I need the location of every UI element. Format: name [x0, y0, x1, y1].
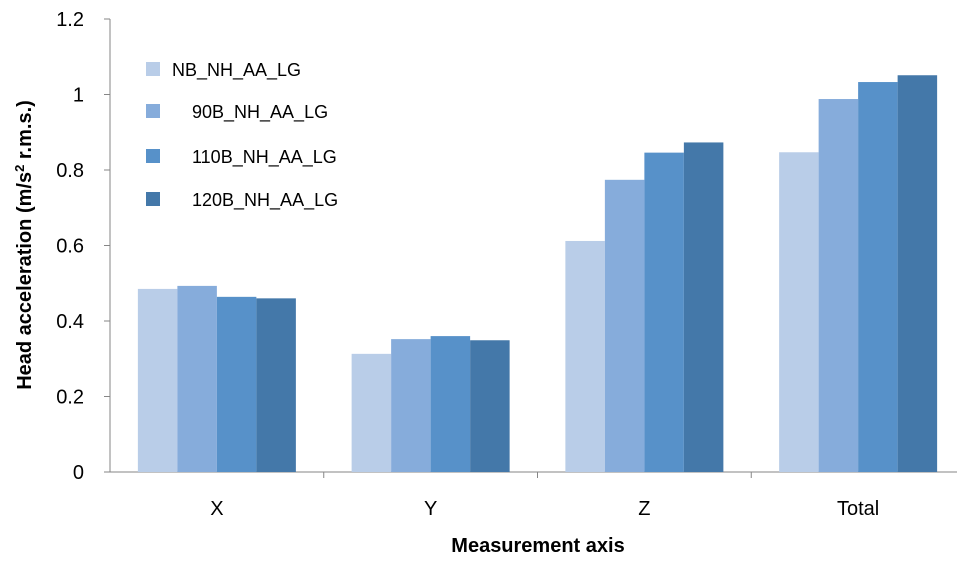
y-tick-label: 0.6	[56, 236, 84, 258]
bar-110B_NH_AA_LG-X	[216, 296, 257, 472]
x-tick-label: Y	[424, 498, 437, 520]
bar-90B_NH_AA_LG-X	[177, 285, 217, 472]
bar-NB_NH_AA_LG-Y	[351, 353, 392, 472]
tick-labels: 0 0.2 0.4 0.6 0.8 1 1.2 X Y Z Total	[56, 9, 879, 520]
bar-90B_NH_AA_LG-Total	[818, 99, 859, 472]
legend-label: 90B_NH_AA_LG	[192, 102, 328, 123]
bar-90B_NH_AA_LG-Y	[391, 339, 431, 472]
y-axis-title-superscript: 2	[12, 165, 27, 172]
y-tick-label: 0.4	[56, 311, 84, 333]
legend-swatch	[146, 104, 160, 118]
x-tick-label: X	[210, 498, 223, 520]
legend: NB_NH_AA_LG 90B_NH_AA_LG 110B_NH_AA_LG 120B…	[146, 60, 338, 211]
y-tick-label: 0.2	[56, 387, 84, 409]
legend-label: 110B_NH_AA_LG	[192, 147, 337, 168]
bar-110B_NH_AA_LG-Y	[430, 336, 471, 472]
y-axis-title-rest: r.m.s.)	[14, 100, 36, 164]
y-axis-title: Head acceleration (m/s2 r.m.s.)	[12, 100, 37, 390]
y-axis-title-main: Head acceleration (m/s	[14, 172, 36, 390]
y-tick-label: 1	[73, 85, 84, 107]
bar-NB_NH_AA_LG-Total	[779, 152, 819, 472]
legend-label: NB_NH_AA_LG	[172, 60, 301, 81]
bar-120B_NH_AA_LG-X	[256, 298, 296, 472]
legend-swatch	[146, 192, 160, 206]
x-tick-label: Total	[837, 498, 879, 520]
bar-90B_NH_AA_LG-Z	[604, 179, 645, 472]
bar-110B_NH_AA_LG-Total	[858, 82, 898, 472]
y-tick-label: 1.2	[56, 9, 84, 31]
bar-NB_NH_AA_LG-X	[137, 288, 178, 472]
legend-label: 120B_NH_AA_LG	[192, 190, 338, 211]
bars	[137, 75, 938, 472]
bar-120B_NH_AA_LG-Z	[683, 142, 724, 472]
bar-NB_NH_AA_LG-Z	[565, 240, 605, 472]
bar-120B_NH_AA_LG-Y	[470, 340, 510, 472]
x-tick-label: Z	[638, 498, 650, 520]
x-axis-title: Measurement axis	[451, 535, 624, 557]
y-tick-label: 0.8	[56, 160, 84, 182]
bar-120B_NH_AA_LG-Total	[897, 75, 938, 472]
bar-110B_NH_AA_LG-Z	[644, 152, 684, 472]
y-tick-label: 0	[73, 462, 84, 484]
legend-swatch	[146, 149, 160, 163]
legend-swatch	[146, 62, 160, 76]
